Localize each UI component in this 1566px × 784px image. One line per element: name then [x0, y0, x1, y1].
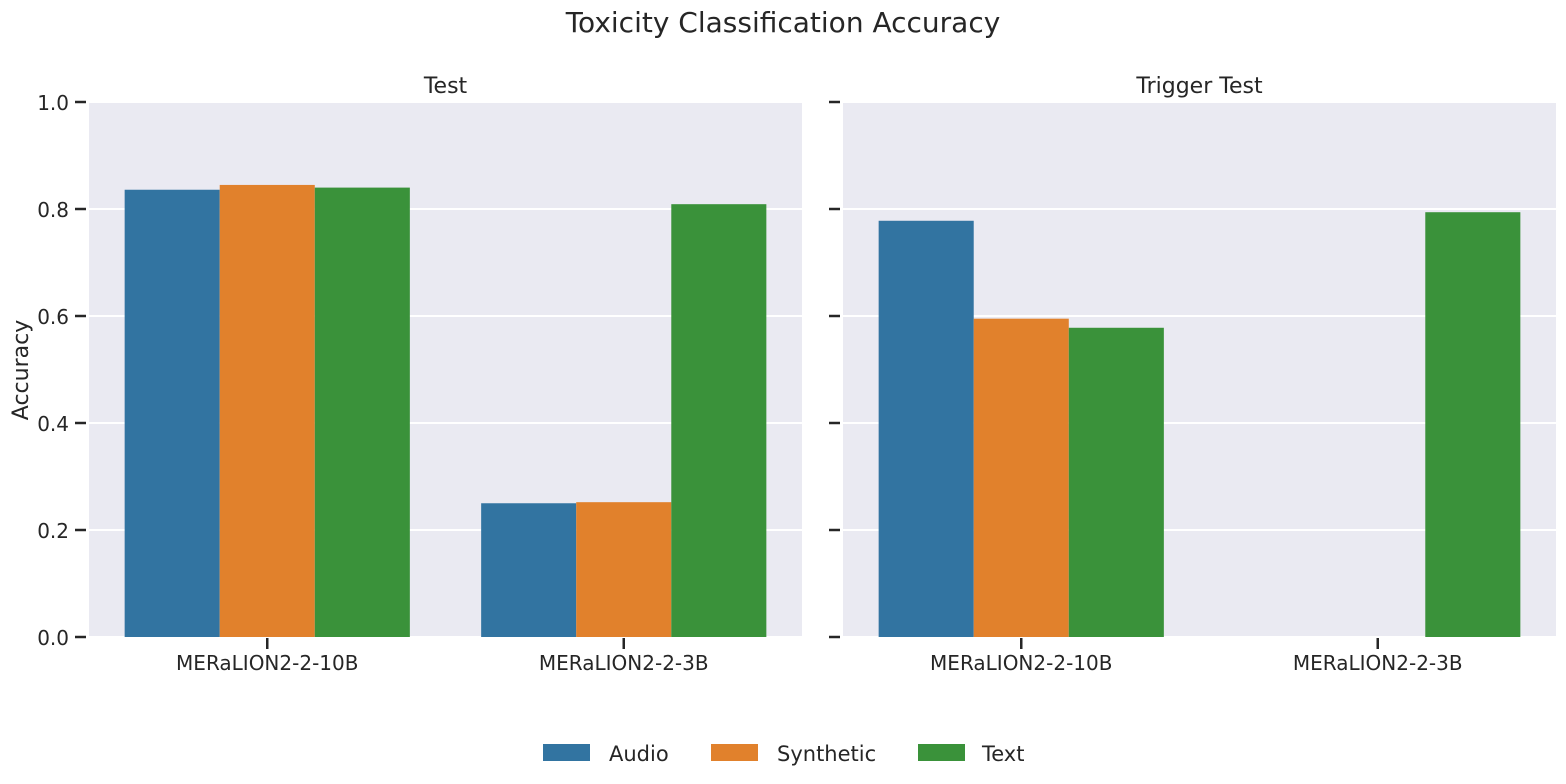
- legend-swatch-synthetic: [711, 744, 758, 761]
- x-tick-label: MERaLION2-2-10B: [176, 651, 358, 675]
- bar-synthetic-0: [973, 318, 1069, 637]
- y-tick-label: 0.2: [37, 519, 69, 543]
- chart-title: Toxicity Classification Accuracy: [565, 6, 1001, 39]
- legend-label: Audio: [609, 742, 669, 766]
- bar-audio-1: [481, 503, 577, 637]
- bar-text-1: [671, 204, 767, 637]
- panels: 0.0 0.2 0.4 0.6 0.8 1.0 Test MERaLION2-2-10B MER…: [37, 74, 1556, 675]
- panel-title: Trigger Test: [1135, 74, 1263, 99]
- bar-audio-0: [124, 189, 220, 638]
- y-tick-label: 1.0: [37, 91, 69, 115]
- legend-label: Synthetic: [777, 742, 876, 766]
- x-tick-label: MERaLION2-2-3B: [1293, 651, 1463, 675]
- y-tick-label: 0.8: [37, 198, 69, 222]
- legend-swatch-audio: [543, 744, 590, 761]
- bar-text-0: [314, 187, 410, 637]
- bar-text-1: [1425, 212, 1521, 637]
- legend-label: Text: [981, 742, 1024, 766]
- x-tick-label: MERaLION2-2-10B: [930, 651, 1112, 675]
- bar-synthetic-1: [576, 502, 672, 637]
- y-tick-label: 0.6: [37, 305, 69, 329]
- panel-0: 0.0 0.2 0.4 0.6 0.8 1.0 Test MERaLION2-2-10B MER…: [37, 74, 802, 675]
- legend-swatch-text: [918, 744, 965, 761]
- bar-text-0: [1068, 327, 1164, 637]
- y-tick-label: 0.4: [37, 412, 69, 436]
- bar-audio-0: [878, 220, 974, 637]
- legend: Audio Synthetic Text: [543, 742, 1024, 766]
- x-tick-label: MERaLION2-2-3B: [539, 651, 709, 675]
- panel-1: Trigger Test MERaLION2-2-10B MERaLION2-2-3…: [829, 74, 1556, 675]
- y-axis-label: Accuracy: [9, 320, 34, 420]
- y-tick-label: 0.0: [37, 626, 69, 650]
- bar-synthetic-0: [219, 184, 315, 638]
- panel-title: Test: [423, 74, 468, 99]
